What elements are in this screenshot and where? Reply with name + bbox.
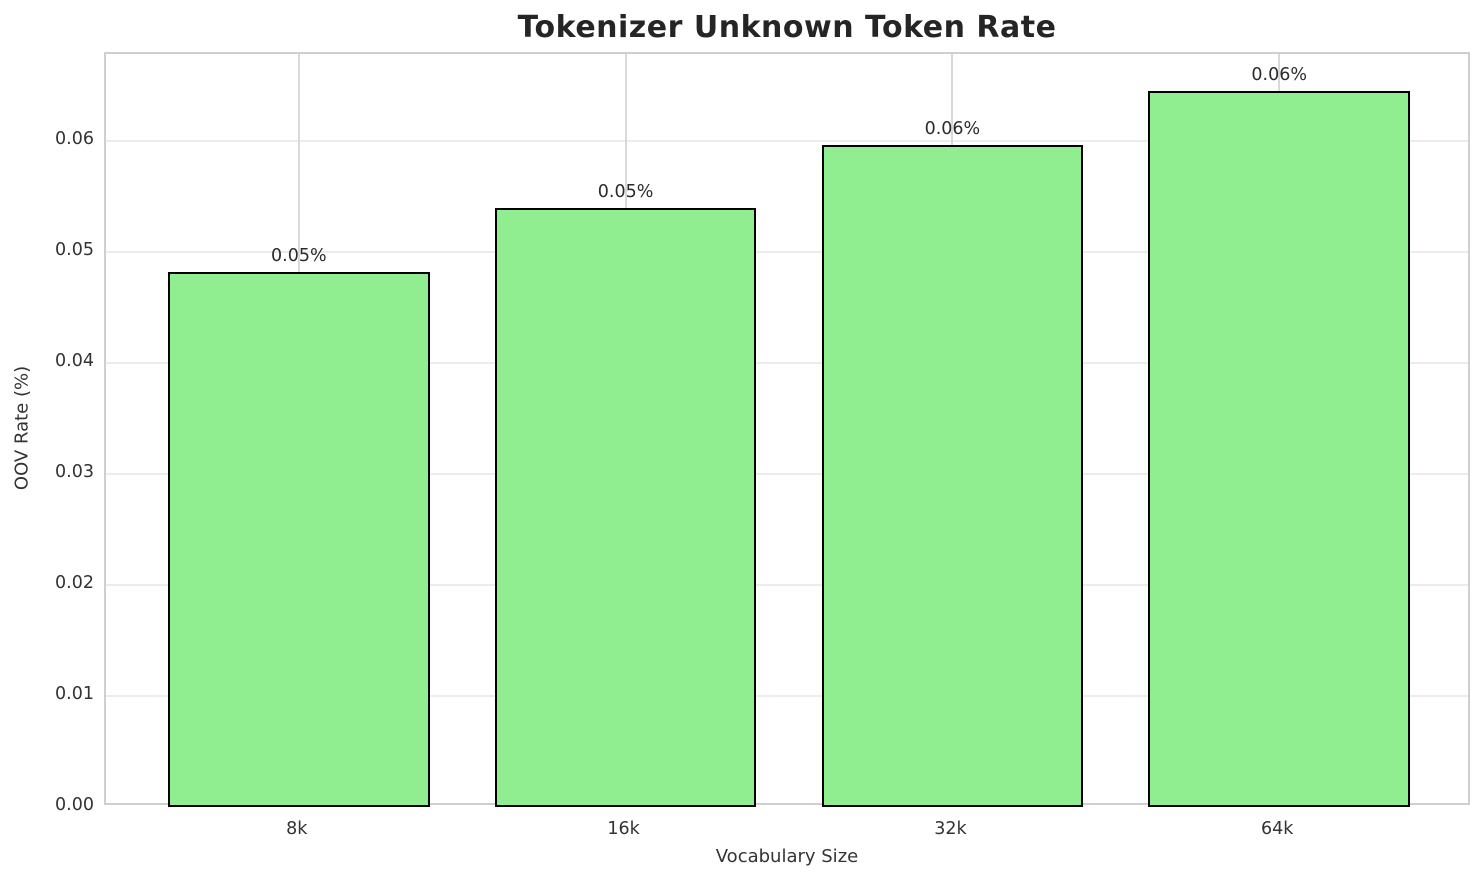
bar: [494, 208, 757, 807]
y-tick-label: 0.04: [55, 350, 94, 371]
bar-value-label: 0.05%: [597, 182, 654, 203]
bar: [1148, 90, 1410, 807]
x-axis-label: Vocabulary Size: [715, 846, 859, 867]
bar-value-label: 0.05%: [271, 245, 327, 266]
y-tick-label: 0.05: [55, 239, 94, 260]
x-tick-label: 64k: [1260, 819, 1294, 839]
y-gridline: [106, 361, 1468, 364]
y-tick-label: 0.03: [55, 461, 94, 482]
y-gridline: [106, 139, 1468, 142]
y-gridline: [106, 583, 1468, 586]
bar-value-label: 0.06%: [1251, 64, 1307, 85]
plot-area: 0.05% 0.05% 0.06% 0.06%: [104, 52, 1470, 807]
bar: [821, 145, 1084, 807]
x-tick-label: 8k: [286, 819, 308, 839]
bar-value-label: 0.06%: [924, 119, 981, 140]
y-gridline: [106, 472, 1468, 475]
y-tick-label: 0.02: [55, 572, 94, 593]
x-tick-label: 32k: [934, 819, 967, 839]
y-gridline: [106, 694, 1468, 697]
y-tick-label: 0.00: [55, 795, 94, 815]
chart-title: Tokenizer Unknown Token Rate: [517, 10, 1057, 45]
y-gridline: [106, 250, 1468, 253]
y-tick-label: 0.06: [55, 128, 94, 149]
x-tick-label: 16k: [607, 819, 640, 839]
bar: [168, 271, 430, 807]
y-tick-label: 0.01: [55, 683, 94, 704]
